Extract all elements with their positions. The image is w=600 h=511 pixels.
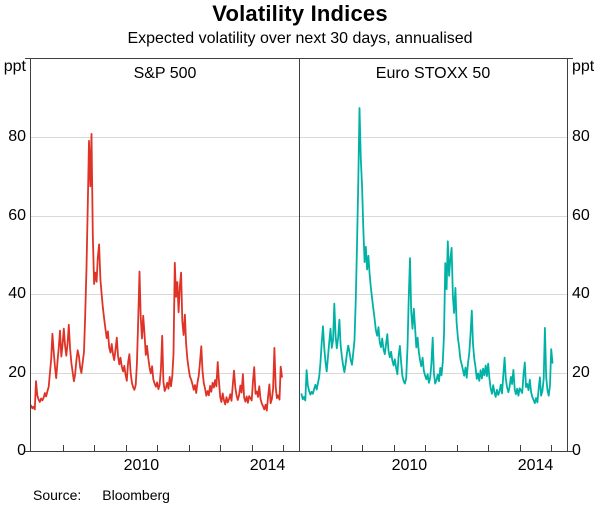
- source-label: Source:: [33, 487, 82, 503]
- x-tick-2008: [62, 445, 64, 451]
- y-axis-label-left-80: 80: [8, 128, 26, 146]
- axis-edge-tick: [25, 451, 30, 452]
- y-axis-unit-left: ppt: [3, 58, 26, 75]
- x-tick-2012: [456, 445, 458, 451]
- y-axis-label-right-60: 60: [572, 206, 590, 224]
- x-tick-2013: [220, 445, 222, 451]
- y-axis-label-right-0: 0: [572, 442, 581, 459]
- y-axis-label-left-40: 40: [8, 285, 26, 303]
- x-axis-year-label-2010: 2010: [391, 457, 428, 474]
- plot-area: [30, 58, 568, 452]
- y-axis-label-right-40: 40: [572, 285, 590, 303]
- panel-label-sp500: S&P 500: [133, 65, 197, 82]
- y-axis-unit-right: ppt: [572, 58, 595, 75]
- x-tick-2015: [283, 445, 285, 451]
- x-tick-2015: [551, 445, 553, 451]
- line-euro-stoxx-50: [300, 107, 554, 405]
- x-tick-2012: [188, 445, 190, 451]
- x-tick-2009: [362, 445, 364, 451]
- x-tick-2014: [251, 445, 253, 451]
- axis-edge-tick: [568, 451, 573, 452]
- series-svg-sp500: [31, 133, 283, 412]
- source-value: Bloomberg: [102, 487, 170, 503]
- x-tick-2011: [425, 445, 427, 451]
- x-tick-2008: [330, 445, 332, 451]
- y-axis-label-right-20: 20: [572, 363, 590, 381]
- x-tick-2009: [94, 445, 96, 451]
- panel-label-euro-stoxx-50: Euro STOXX 50: [375, 65, 491, 82]
- axis-edge-tick: [568, 58, 573, 59]
- x-tick-2010: [125, 445, 127, 451]
- x-tick-2010: [393, 445, 395, 451]
- chart-subtitle: Expected volatility over next 30 days, a…: [127, 30, 473, 47]
- line-sp500: [31, 133, 283, 412]
- axis-edge-tick: [25, 58, 30, 59]
- x-axis-year-label-2014: 2014: [517, 457, 554, 474]
- y-axis-label-left-0: 0: [17, 442, 26, 459]
- y-axis-label-left-20: 20: [8, 363, 26, 381]
- panel-divider: [299, 59, 300, 451]
- x-axis-year-label-2010: 2010: [123, 457, 160, 474]
- y-axis-label-right-80: 80: [572, 128, 590, 146]
- x-axis-year-label-2014: 2014: [249, 457, 286, 474]
- chart-title: Volatility Indices: [212, 1, 388, 26]
- x-tick-2013: [488, 445, 490, 451]
- series-svg-euro-stoxx-50: [300, 107, 554, 405]
- y-axis-label-left-60: 60: [8, 206, 26, 224]
- x-tick-2011: [157, 445, 159, 451]
- source-line: Source: Bloomberg: [33, 487, 170, 503]
- x-tick-2014: [519, 445, 521, 451]
